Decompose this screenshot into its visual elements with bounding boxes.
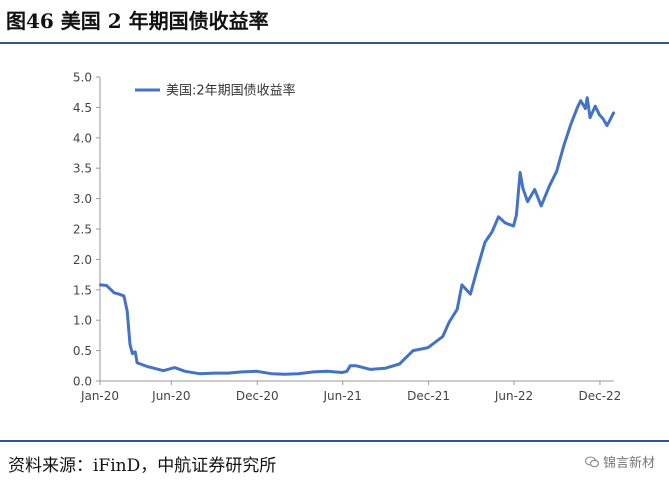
y-tick-label: 1.5 (73, 283, 92, 297)
x-tick-label: Jun-21 (323, 389, 362, 403)
x-tick-label: Jun-22 (494, 389, 533, 403)
watermark-text: 锦言新材 (602, 456, 655, 471)
wechat-icon (584, 456, 599, 468)
chart-axes (99, 77, 614, 382)
figure-title: 图46 美国 2 年期国债收益率 (6, 9, 269, 33)
y-tick-label: 5.0 (73, 71, 92, 85)
legend: 美国:2年期国债收益率 (135, 83, 296, 99)
y-tick-label: 3.0 (73, 192, 92, 206)
source-note: 资料来源：iFinD，中航证券研究所 (8, 456, 277, 476)
x-tick-label: Jun-20 (151, 389, 190, 403)
y-tick-label: 4.0 (73, 131, 92, 145)
yield-line-chart: 0.0 0.5 1.0 1.5 2.0 2.5 3.0 3.5 4.0 4.5 5.0 Jan-20… (73, 71, 621, 404)
y-tick-labels: 0.0 0.5 1.0 1.5 2.0 2.5 3.0 3.5 4.0 4.5 5.0 (73, 71, 100, 389)
x-tick-label: Dec-20 (236, 389, 279, 403)
x-tick-label: Jan-20 (80, 389, 119, 403)
y-tick-label: 3.5 (73, 162, 92, 176)
top-rule (0, 42, 669, 44)
bottom-rule (0, 440, 669, 442)
watermark: 锦言新材 (584, 452, 655, 471)
y-tick-label: 0.0 (73, 375, 92, 389)
series-line (99, 96, 615, 376)
legend-label: 美国:2年期国债收益率 (166, 83, 296, 99)
y-tick-label: 2.5 (73, 223, 92, 237)
x-tick-label: Dec-21 (407, 389, 450, 403)
y-tick-label: 2.0 (73, 253, 92, 267)
y-tick-label: 0.5 (73, 344, 92, 358)
y-tick-label: 4.5 (73, 101, 92, 115)
x-tick-labels: Jan-20 Jun-20 Dec-20 Jun-21 Dec-21 Jun-22 Dec-… (80, 381, 621, 403)
y-tick-label: 1.0 (73, 314, 92, 328)
x-tick-label: Dec-22 (579, 389, 622, 403)
